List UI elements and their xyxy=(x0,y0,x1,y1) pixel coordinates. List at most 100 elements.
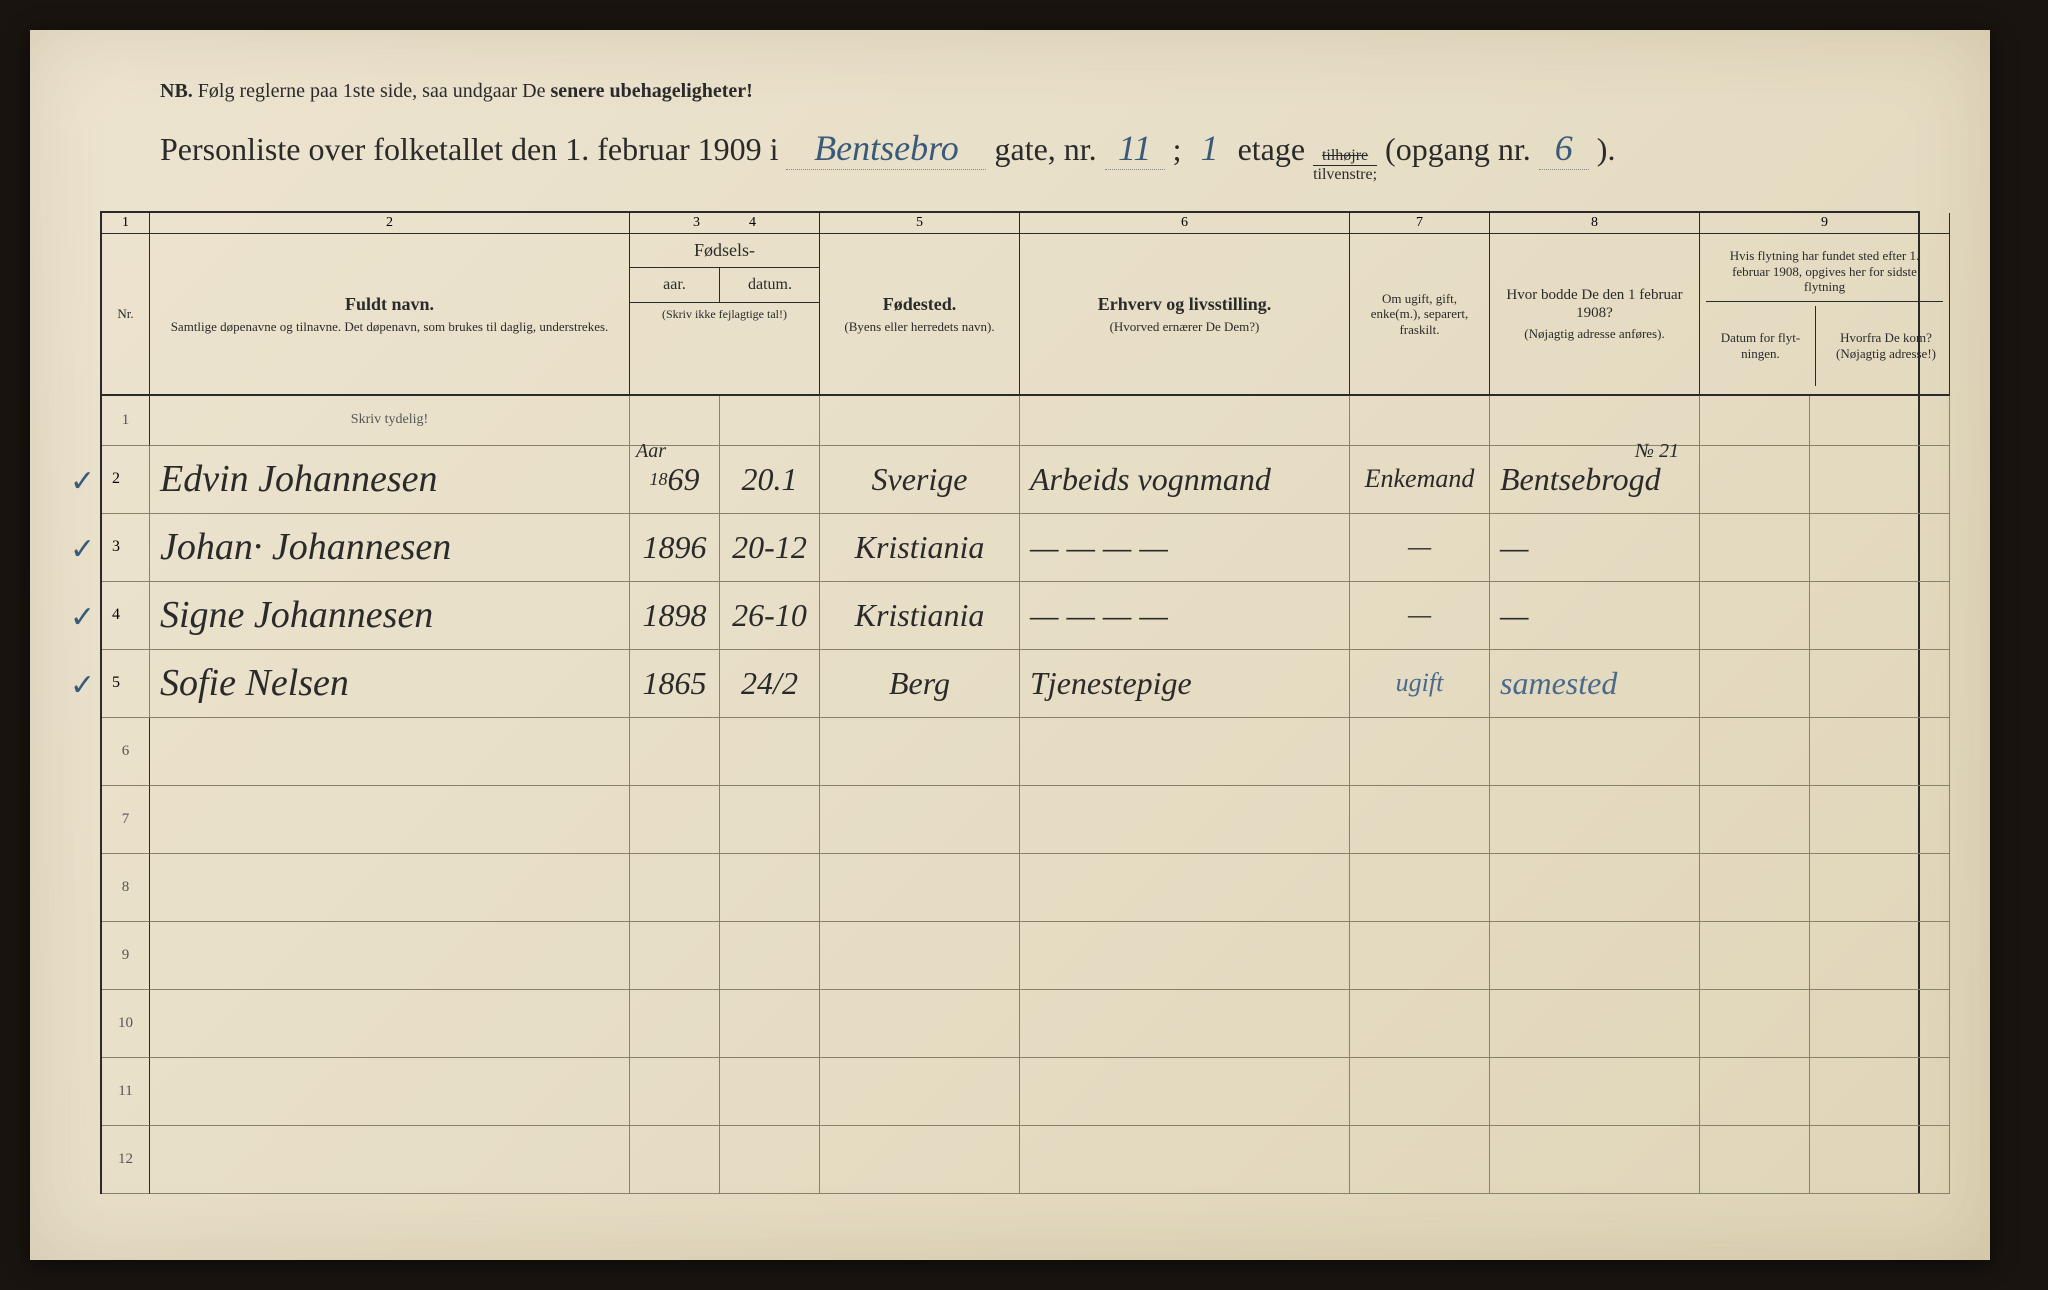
table-row-empty: 10 xyxy=(102,990,1918,1058)
hdr-marital: Om ugift, gift, enke(m.), separert, fras… xyxy=(1350,234,1490,396)
side-bot: tilvenstre; xyxy=(1313,165,1377,184)
cell-year: 1896 xyxy=(630,514,720,582)
cell-marital: — xyxy=(1350,582,1490,650)
title-lead: Personliste over folketallet den 1. febr… xyxy=(160,131,778,168)
cell-move-date xyxy=(1700,446,1810,514)
cell-birthplace: Sverige xyxy=(820,446,1020,514)
cell-occupation: — — — — xyxy=(1020,514,1350,582)
cell-move-from xyxy=(1810,582,1950,650)
hdr-name: Fuldt navn. Samtlige døpenavne og tilnav… xyxy=(150,234,630,396)
cell-prev-address: — xyxy=(1490,582,1700,650)
cell-occupation: Arbeids vognmand xyxy=(1020,446,1350,514)
row-nr: 3 xyxy=(102,514,150,582)
addr-no-superscript: № 21 xyxy=(1635,440,1679,463)
table-row-empty: 12 xyxy=(102,1126,1918,1194)
hdr-birth-note: (Skriv ikke fejlagtige tal!) xyxy=(630,302,819,326)
side-stack: tilhøjre tilvenstre; xyxy=(1313,147,1377,183)
cell-prev-address: № 21Bentsebrogd xyxy=(1490,446,1700,514)
opgang-close: ). xyxy=(1597,131,1616,168)
etage-label: etage xyxy=(1238,131,1306,168)
coln-1: 1 xyxy=(102,213,150,234)
table-row-empty: 6 xyxy=(102,718,1918,786)
row-nr: 6 xyxy=(102,718,150,786)
cell-birthplace: Kristiania xyxy=(820,582,1020,650)
row-nr: 1 xyxy=(102,396,150,446)
table-row: ✓2Edvin JohannesenAar186920.1SverigeArbe… xyxy=(102,446,1918,514)
hdr-birth: Fødsels- aar. datum. (Skriv ikke fejlagt… xyxy=(630,234,820,396)
table-row: ✓4Signe Johannesen189826-10Kristiania— —… xyxy=(102,582,1918,650)
form-title-line: Personliste over folketallet den 1. febr… xyxy=(160,127,1920,183)
checkmark-icon: ✓ xyxy=(70,668,95,703)
hdr-prev-address: Hvor bodde De den 1 februar 1908? (Nøjag… xyxy=(1490,234,1700,396)
cell-year: 1898 xyxy=(630,582,720,650)
hdr-nr: Nr. xyxy=(102,234,150,396)
cell-occupation: Tjenestepige xyxy=(1020,650,1350,718)
column-number-row: 1 2 3 4 5 6 7 8 9 xyxy=(102,213,1918,234)
cell-move-from xyxy=(1810,650,1950,718)
row-nr: 12 xyxy=(102,1126,150,1194)
gate-label: gate, nr. xyxy=(994,131,1096,168)
cell-name: Sofie Nelsen xyxy=(150,650,630,718)
cell-name: Signe Johannesen xyxy=(150,582,630,650)
table-row: ✓3Johan· Johannesen189620-12Kristiania— … xyxy=(102,514,1918,582)
row-nr: 10 xyxy=(102,990,150,1058)
hdr-birthplace: Fødested. (Byens eller herre­dets navn). xyxy=(820,234,1020,396)
cell-marital: ugift xyxy=(1350,650,1490,718)
table-body: 1Skriv tydelig!✓2Edvin JohannesenAar1869… xyxy=(102,396,1918,1194)
row-nr: 9 xyxy=(102,922,150,990)
cell-date: 20.1 xyxy=(720,446,820,514)
row-nr: 4 xyxy=(102,582,150,650)
cell-name: Johan· Johannesen xyxy=(150,514,630,582)
cell-move-date xyxy=(1700,582,1810,650)
hdr-datum: datum. xyxy=(720,268,820,302)
table-row-empty: 9 xyxy=(102,922,1918,990)
opgang-label: (opgang nr. xyxy=(1385,131,1531,168)
column-header-row: Nr. Fuldt navn. Samtlige døpenavne og ti… xyxy=(102,234,1918,396)
row-nr: 11 xyxy=(102,1058,150,1126)
checkmark-icon: ✓ xyxy=(70,464,95,499)
aar-superscript: Aar xyxy=(636,440,666,463)
coln-8: 8 xyxy=(1490,213,1700,234)
row-nr: 2 xyxy=(102,446,150,514)
checkmark-icon: ✓ xyxy=(70,532,95,567)
cell-date: 24/2 xyxy=(720,650,820,718)
table-row-empty: 11 xyxy=(102,1058,1918,1126)
opgang-handwritten: 6 xyxy=(1539,127,1589,170)
cell-prev-address: samested xyxy=(1490,650,1700,718)
coln-6: 6 xyxy=(1020,213,1350,234)
cell-move-date xyxy=(1700,650,1810,718)
table-row: ✓5Sofie Nelsen186524/2BergTjenestepigeug… xyxy=(102,650,1918,718)
cell-name: Edvin Johannesen xyxy=(150,446,630,514)
census-form-page: NB. Følg reglerne paa 1ste side, saa und… xyxy=(30,30,1990,1260)
cell-prev-address: — xyxy=(1490,514,1700,582)
coln-34: 3 4 xyxy=(630,213,820,234)
cell-occupation: — — — — xyxy=(1020,582,1350,650)
table-row-hint: 1Skriv tydelig! xyxy=(102,396,1918,446)
semi: ; xyxy=(1173,131,1182,168)
coln-2: 2 xyxy=(150,213,630,234)
row-nr: 8 xyxy=(102,854,150,922)
nb-instruction: NB. Følg reglerne paa 1ste side, saa und… xyxy=(160,80,1920,103)
nb-text-b: senere ubehageligheter! xyxy=(550,80,752,102)
census-table: 1 2 3 4 5 6 7 8 9 Nr. Fuldt navn. Samtli… xyxy=(100,211,1920,1194)
cell-date: 20-12 xyxy=(720,514,820,582)
table-row-empty: 8 xyxy=(102,854,1918,922)
table-row-empty: 7 xyxy=(102,786,1918,854)
coln-5: 5 xyxy=(820,213,1020,234)
nb-text-a: Følg reglerne paa 1ste side, saa undgaar… xyxy=(198,80,551,102)
cell-move-from xyxy=(1810,514,1950,582)
cell-year: 1865 xyxy=(630,650,720,718)
cell-birthplace: Berg xyxy=(820,650,1020,718)
gate-nr-handwritten: 11 xyxy=(1105,127,1165,170)
cell-birthplace: Kristiania xyxy=(820,514,1020,582)
coln-9: 9 xyxy=(1700,213,1950,234)
hdr-birth-label: Fødsels- xyxy=(630,234,819,268)
cell-move-date xyxy=(1700,514,1810,582)
cell-marital: Enkemand xyxy=(1350,446,1490,514)
hdr-move-date: Datum for flyt­ningen. xyxy=(1706,306,1816,386)
etage-handwritten: 1 xyxy=(1190,127,1230,169)
coln-7: 7 xyxy=(1350,213,1490,234)
cell-move-from xyxy=(1810,446,1950,514)
cell-marital: — xyxy=(1350,514,1490,582)
cell-year: Aar1869 xyxy=(630,446,720,514)
